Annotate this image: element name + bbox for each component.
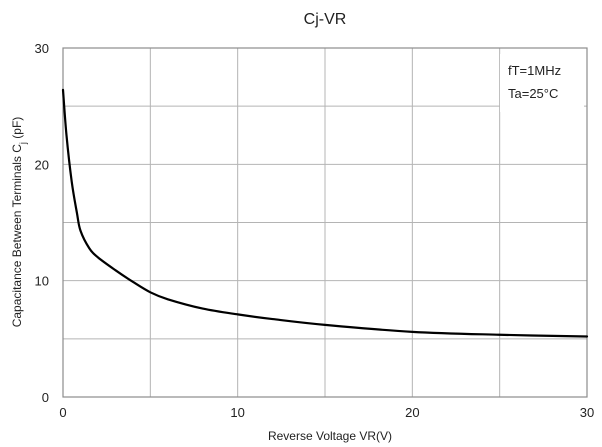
y-tick-label: 0: [42, 390, 49, 405]
y-axis-label-tail: (pF): [10, 117, 24, 142]
x-tick-label: 10: [230, 405, 244, 420]
x-axis-label: Reverse Voltage VR(V): [268, 429, 392, 443]
annotation-box: [500, 54, 584, 112]
chart-title: Cj-VR: [304, 11, 347, 28]
x-tick-label: 0: [59, 405, 66, 420]
y-axis-label: Capacitance Between Terminals Cj (pF): [10, 117, 28, 328]
y-tick-labels: 0 10 20 30: [35, 41, 49, 405]
y-tick-label: 10: [35, 274, 49, 289]
y-axis-label-sub: j: [18, 142, 28, 145]
y-tick-label: 30: [35, 41, 49, 56]
y-tick-label: 20: [35, 157, 49, 172]
x-tick-labels: 0 10 20 30: [59, 405, 594, 420]
annotation-frequency: fT=1MHz: [508, 63, 561, 78]
x-tick-label: 30: [580, 405, 594, 420]
series-line: [61, 88, 589, 338]
plot-area-border: [62, 47, 588, 398]
annotation-temperature: Ta=25°C: [508, 86, 558, 101]
y-axis-label-main: Capacitance Between Terminals C: [10, 144, 24, 328]
x-tick-label: 20: [405, 405, 419, 420]
